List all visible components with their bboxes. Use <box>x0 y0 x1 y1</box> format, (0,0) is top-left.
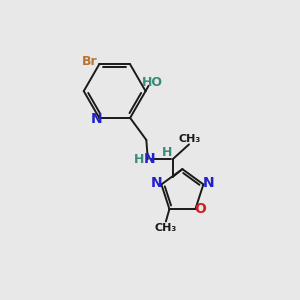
Text: O: O <box>195 202 207 216</box>
Text: H: H <box>134 153 145 166</box>
Text: N: N <box>203 176 214 190</box>
Text: Br: Br <box>82 56 98 68</box>
Text: N: N <box>143 152 155 166</box>
Text: H: H <box>162 146 173 159</box>
Text: N: N <box>150 176 162 190</box>
Text: N: N <box>91 112 103 126</box>
Text: CH₃: CH₃ <box>178 134 201 144</box>
Text: CH₃: CH₃ <box>155 223 177 233</box>
Text: HO: HO <box>142 76 163 89</box>
